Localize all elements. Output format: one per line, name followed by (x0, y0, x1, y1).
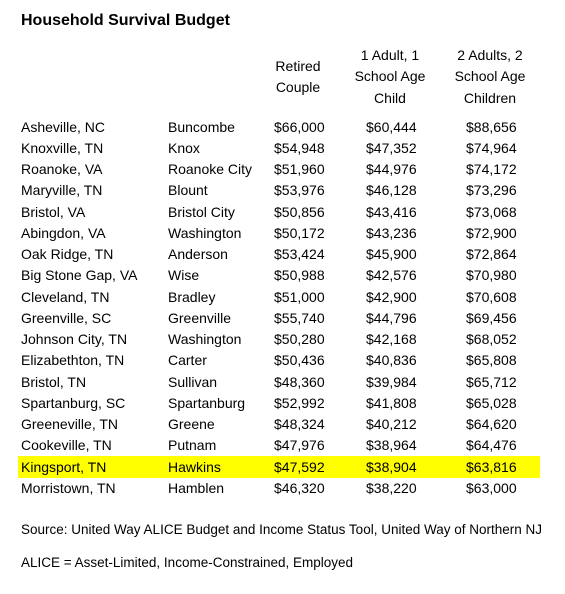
text-cell: Hamblen (168, 479, 225, 496)
value-cell: $63,000 (466, 479, 517, 496)
value-cell: $74,172 (466, 161, 517, 177)
value-cell: $73,068 (466, 203, 517, 220)
text-cell: Spartanburg, SC (21, 394, 126, 411)
text-cell: Anderson (168, 246, 228, 262)
text-cell: Greenville (168, 309, 232, 326)
value-cell: $47,592 (274, 458, 325, 475)
text-cell: Oak Ridge, TN (21, 246, 114, 262)
value-cell: $70,980 (466, 267, 517, 284)
value-cell: $46,320 (274, 479, 325, 496)
value-cell: $42,168 (366, 331, 417, 347)
value-cell: $68,052 (466, 331, 517, 347)
text-cell: Kingsport, TN (21, 458, 107, 475)
value-cell: $65,028 (466, 394, 517, 411)
value-cell: $50,988 (274, 267, 325, 284)
value-cell: $64,620 (466, 416, 517, 432)
text-cell: Bristol, TN (21, 373, 87, 390)
value-cell: $74,964 (466, 139, 517, 156)
value-cell: $50,172 (274, 224, 325, 241)
footnote: Source: United Way ALICE Budget and Inco… (21, 522, 543, 537)
text-cell: Maryville, TN (21, 182, 103, 199)
value-cell: $54,948 (274, 139, 325, 156)
value-cell: $47,352 (366, 139, 417, 156)
text-cell: Johnson City, TN (21, 331, 128, 347)
value-cell: $70,608 (466, 288, 517, 305)
value-cell: $53,976 (274, 182, 325, 199)
row-highlight (18, 456, 540, 478)
value-cell: $63,816 (466, 458, 517, 475)
value-cell: $73,296 (466, 182, 517, 199)
text-cell: Bristol, VA (21, 203, 86, 220)
value-cell: $51,960 (274, 161, 325, 177)
value-cell: $52,992 (274, 394, 325, 411)
text-cell: Knoxville, TN (21, 139, 104, 156)
value-cell: $42,900 (366, 288, 417, 305)
value-cell: $48,360 (274, 373, 325, 390)
value-cell: $44,796 (366, 309, 417, 326)
text-cell: Hawkins (168, 458, 221, 475)
column-header: 1 Adult, 1 School Age Child (354, 46, 426, 106)
value-cell: $47,976 (274, 437, 325, 454)
value-cell: $55,740 (274, 309, 325, 326)
value-cell: $72,864 (466, 246, 517, 262)
value-cell: $72,900 (466, 224, 517, 241)
value-cell: $46,128 (366, 182, 417, 199)
text-cell: Morristown, TN (21, 479, 116, 496)
value-cell: $41,808 (366, 394, 417, 411)
text-cell: Greeneville, TN (21, 416, 119, 432)
text-cell: Big Stone Gap, VA (21, 267, 138, 284)
value-cell: $65,712 (466, 373, 517, 390)
text-cell: Cleveland, TN (21, 288, 110, 305)
value-cell: $53,424 (274, 246, 325, 262)
value-cell: $40,836 (366, 352, 417, 369)
text-cell: Blount (168, 182, 208, 199)
text-cell: Washington (168, 331, 242, 347)
value-cell: $88,656 (466, 118, 517, 135)
text-cell: Knox (168, 139, 200, 156)
value-cell: $44,976 (366, 161, 417, 177)
value-cell: $43,236 (366, 224, 417, 241)
text-cell: Asheville, NC (21, 118, 106, 135)
text-cell: Sullivan (168, 373, 218, 390)
column-header: Retired Couple (275, 57, 321, 96)
text-cell: Greenville, SC (21, 309, 112, 326)
text-cell: Elizabethton, TN (21, 352, 125, 369)
column-header: 2 Adults, 2 School Age Children (454, 46, 526, 106)
value-cell: $38,904 (366, 458, 417, 475)
footnote: ALICE = Asset-Limited, Income-Constraine… (21, 555, 354, 570)
value-cell: $66,000 (274, 118, 325, 135)
text-cell: Washington (168, 224, 242, 241)
value-cell: $64,476 (466, 437, 517, 454)
text-cell: Putnam (168, 437, 217, 454)
text-cell: Buncombe (168, 118, 235, 135)
text-cell: Spartanburg (168, 394, 246, 411)
value-cell: $50,280 (274, 331, 325, 347)
value-cell: $65,808 (466, 352, 517, 369)
value-cell: $40,212 (366, 416, 417, 432)
value-cell: $50,856 (274, 203, 325, 220)
value-cell: $69,456 (466, 309, 517, 326)
value-cell: $42,576 (366, 267, 417, 284)
text-cell: Abingdon, VA (21, 224, 106, 241)
title: Household Survival Budget (21, 12, 230, 29)
value-cell: $38,220 (366, 479, 417, 496)
value-cell: $51,000 (274, 288, 325, 305)
text-cell: Wise (168, 267, 200, 284)
value-cell: $45,900 (366, 246, 417, 262)
value-cell: $48,324 (274, 416, 325, 432)
value-cell: $39,984 (366, 373, 417, 390)
text-cell: Greene (168, 416, 215, 432)
text-cell: Roanoke City (168, 161, 253, 177)
text-cell: Cookeville, TN (21, 437, 112, 454)
text-cell: Roanoke, VA (21, 161, 103, 177)
text-cell: Bristol City (168, 203, 235, 220)
text-cell: Carter (168, 352, 207, 369)
text-cell: Bradley (168, 288, 216, 305)
value-cell: $38,964 (366, 437, 417, 454)
value-cell: $50,436 (274, 352, 325, 369)
value-cell: $43,416 (366, 203, 417, 220)
value-cell: $60,444 (366, 118, 417, 135)
